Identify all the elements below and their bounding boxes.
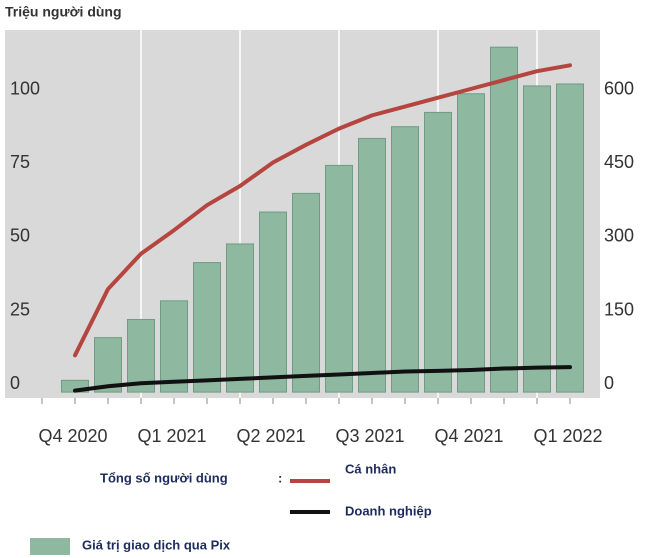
legend-separator: : [278, 470, 282, 485]
bar [259, 211, 287, 393]
x-tick-label: Q4 2021 [434, 426, 503, 446]
y2-tick-label: 600 [604, 78, 634, 98]
legend-label: Doanh nghiệp [345, 503, 432, 518]
bar [424, 111, 452, 393]
y-tick-label: 25 [10, 299, 30, 319]
y-tick-label: 0 [10, 373, 20, 393]
y-tick-label: 75 [10, 152, 30, 172]
x-tick-label: Q4 2020 [38, 426, 107, 446]
y2-tick-label: 150 [604, 299, 634, 319]
bar [490, 46, 518, 393]
legend-label: Cá nhân [345, 461, 396, 476]
bar [391, 126, 419, 393]
bar [292, 192, 320, 393]
y-axis-label: Triệu người dùng [5, 4, 122, 20]
bar [226, 243, 254, 393]
x-tick-label: Q1 2022 [533, 426, 602, 446]
line [73, 365, 572, 393]
bar [523, 85, 551, 393]
bar [325, 164, 353, 393]
bar [358, 137, 386, 393]
legend-swatch [30, 538, 70, 555]
bar [556, 83, 584, 393]
bar [193, 262, 221, 393]
x-tick-label: Q3 2021 [335, 426, 404, 446]
bar [457, 93, 485, 393]
y-tick-label: 100 [10, 78, 40, 98]
y2-tick-label: 450 [604, 152, 634, 172]
y2-tick-label: 0 [604, 373, 614, 393]
bar [160, 300, 188, 393]
y-tick-label: 50 [10, 226, 30, 246]
line [73, 63, 572, 358]
legend-title: Tổng số người dùng [100, 470, 228, 485]
legend-label: Giá trị giao dịch qua Pix [82, 537, 231, 552]
x-tick-label: Q2 2021 [236, 426, 305, 446]
bar [127, 318, 155, 393]
y2-tick-label: 300 [604, 226, 634, 246]
bar [94, 337, 122, 393]
x-tick-label: Q1 2021 [137, 426, 206, 446]
